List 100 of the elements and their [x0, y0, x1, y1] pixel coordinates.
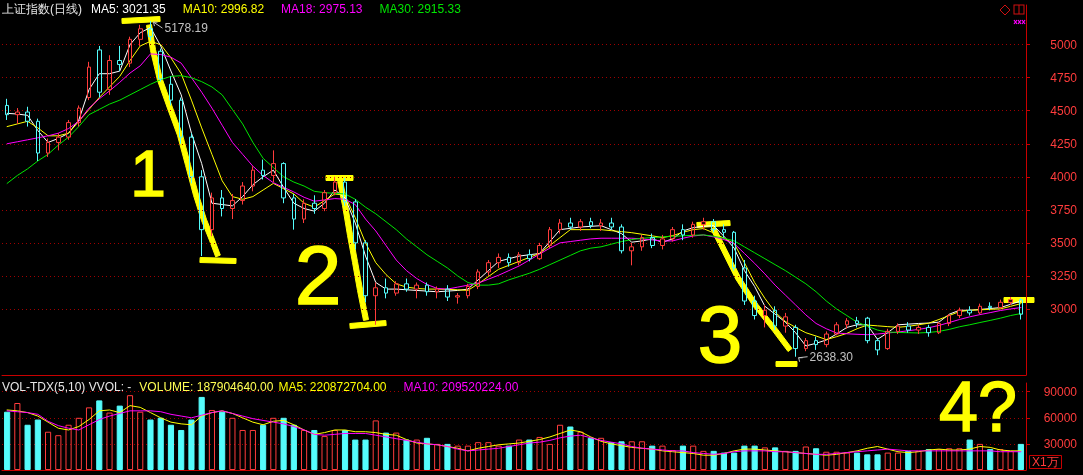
- bar: [147, 419, 154, 470]
- bar: [597, 437, 605, 470]
- candlestick: [885, 328, 890, 351]
- bar: [352, 439, 359, 470]
- bar: [393, 432, 400, 470]
- bar: [884, 452, 891, 470]
- candlestick: [425, 282, 429, 297]
- candlestick: [230, 193, 235, 220]
- bar: [301, 429, 308, 470]
- y-tick-label: 3250: [1050, 268, 1078, 283]
- candlestick: [609, 217, 614, 231]
- annotation: 1: [130, 138, 166, 210]
- candlestick: [906, 321, 911, 334]
- candlestick: [548, 226, 552, 249]
- candlestick: [5, 98, 9, 121]
- candlestick: [1019, 297, 1023, 320]
- bar: [382, 432, 390, 470]
- candlestick: [312, 194, 317, 215]
- chart-subtitle: VOLUME: 187904640.00: [139, 380, 274, 394]
- text: MA10: 209520224.00: [403, 380, 519, 394]
- candlestick: [271, 149, 276, 183]
- candlestick: [210, 192, 214, 237]
- candlestick: [988, 301, 992, 311]
- bar: [24, 424, 31, 470]
- candlestick: [814, 336, 818, 351]
- candlestick: [292, 193, 296, 231]
- bar: [567, 426, 574, 470]
- bar: [1017, 443, 1024, 470]
- bar: [475, 442, 482, 470]
- bar: [792, 450, 799, 470]
- candlestick: [834, 321, 839, 336]
- y-tick-label: 3500: [1050, 235, 1078, 250]
- bar: [526, 439, 533, 470]
- candlestick: [742, 259, 747, 306]
- bar: [331, 429, 338, 470]
- candlestick: [629, 242, 634, 266]
- candlestick: [589, 217, 593, 229]
- y-tick-label: 3750: [1050, 202, 1078, 217]
- candlestick: [568, 217, 573, 231]
- candlestick: [845, 317, 849, 330]
- bar: [270, 417, 277, 470]
- bar: [587, 437, 594, 470]
- bar: [55, 435, 62, 470]
- candlestick: [302, 198, 306, 224]
- candlestick: [107, 54, 112, 96]
- candlestick: [537, 242, 542, 261]
- y-tick-label: 90000: [1043, 384, 1078, 399]
- bar: [557, 424, 564, 470]
- bar: [116, 405, 123, 470]
- bar: [260, 424, 267, 470]
- candlestick: [926, 324, 931, 338]
- y-tick-label: 3000: [1050, 301, 1078, 316]
- candlestick: [599, 218, 603, 232]
- bar: [628, 441, 635, 470]
- bar: [638, 441, 646, 470]
- candlestick: [711, 218, 716, 233]
- bar: [423, 437, 431, 470]
- bar: [321, 436, 328, 470]
- bar: [833, 451, 840, 470]
- bar: [137, 411, 144, 470]
- bar: [782, 450, 789, 470]
- candlestick: [220, 189, 224, 217]
- bar: [843, 452, 850, 470]
- candlestick: [967, 305, 972, 317]
- bar: [341, 429, 349, 470]
- candlestick: [169, 75, 173, 106]
- candlestick: [384, 278, 388, 299]
- candlestick: [36, 118, 40, 162]
- candlestick: [435, 285, 439, 299]
- bar: [167, 424, 175, 470]
- candlestick: [25, 106, 30, 128]
- candlestick: [681, 223, 685, 241]
- candlestick: [138, 24, 143, 47]
- candlestick: [128, 36, 132, 68]
- bar: [669, 449, 676, 470]
- candlestick: [15, 107, 20, 125]
- candlestick: [507, 252, 511, 268]
- bar: [536, 436, 543, 470]
- annotation: 3: [697, 290, 743, 379]
- candlestick: [640, 234, 644, 252]
- candlestick: [117, 45, 122, 72]
- candlestick: [281, 161, 286, 204]
- bar: [372, 420, 379, 470]
- candlestick: [97, 45, 102, 98]
- candlestick: [660, 234, 665, 250]
- chart-title: VOL-TDX(5,10) VVOL: -: [2, 380, 132, 394]
- bar: [280, 417, 287, 470]
- bar: [65, 424, 72, 470]
- candlestick: [251, 165, 255, 192]
- annotation: 2638.30: [809, 349, 854, 364]
- candlestick: [466, 283, 470, 299]
- candlestick: [322, 189, 327, 212]
- candlestick: [373, 282, 378, 326]
- bar: [362, 439, 369, 470]
- candlestick: [732, 230, 736, 272]
- candlestick: [619, 223, 624, 254]
- text: MA18: 2975.13: [281, 2, 363, 16]
- annotation: 2: [294, 228, 342, 322]
- bar: [157, 417, 164, 470]
- candlestick: [343, 177, 347, 207]
